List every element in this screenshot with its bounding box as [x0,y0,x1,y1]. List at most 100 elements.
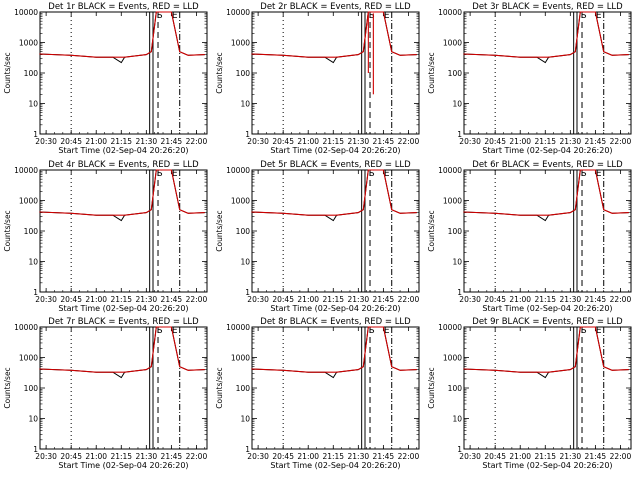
y-axis-label: Counts/sec [215,367,224,408]
marker-label-e: E [384,326,390,336]
chart-title: Det 7r BLACK = Events, RED = LLD [48,317,199,327]
x-tick-label: 20:45 [60,137,82,146]
x-tick-label: 21:00 [85,137,107,146]
chart-title: Det 4r BLACK = Events, RED = LLD [48,160,199,170]
x-tick-label: 21:00 [509,295,531,304]
y-axis-label: Counts/sec [427,367,436,408]
marker-label-s: S [369,326,375,336]
y-tick-label: 10000 [226,323,250,332]
series-lld-red [39,326,205,373]
x-tick-label: 20:30 [459,295,481,304]
plot-frame [39,326,208,450]
x-tick-label: 20:45 [484,137,506,146]
chart-title: Det 9r BLACK = Events, RED = LLD [472,317,623,327]
y-tick-label: 100 [236,69,251,78]
y-tick-label: 1 [33,288,38,297]
y-tick-label: 10 [240,415,250,424]
y-tick-label: 1000 [443,197,462,206]
y-tick-label: 100 [236,227,251,236]
marker-label-e: E [596,169,602,179]
x-tick-label: 21:45 [161,452,183,461]
x-tick-label: 22:00 [610,452,632,461]
x-axis-label: Start Time (02-Sep-04 20:26:20) [58,304,188,313]
x-tick-label: 21:30 [560,295,582,304]
plot-frame [463,326,632,450]
x-axis-label: Start Time (02-Sep-04 20:26:20) [482,461,612,470]
x-tick-label: 20:30 [35,137,57,146]
series-lld-red [463,11,629,58]
x-tick-label: 21:15 [534,295,556,304]
x-tick-label: 20:30 [459,452,481,461]
x-tick-label: 21:00 [297,137,319,146]
marker-label-s: S [157,326,163,336]
x-tick-label: 21:00 [297,452,319,461]
y-axis-label: Counts/sec [3,52,12,93]
x-tick-label: 22:00 [610,295,632,304]
plot-frame [463,11,632,135]
x-tick-label: 21:15 [322,295,344,304]
y-tick-label: 100 [236,384,251,393]
marker-label-s: S [581,169,587,179]
series-lld-red [251,326,417,373]
y-tick-label: 1000 [443,354,462,363]
series-lld-red [251,11,417,58]
x-tick-label: 21:00 [85,452,107,461]
x-tick-label: 21:00 [509,452,531,461]
y-tick-label: 10000 [14,8,38,17]
y-tick-label: 1000 [19,197,38,206]
marker-label-s: S [369,169,375,179]
y-tick-label: 10 [28,100,38,109]
chart-panel-5: Det 5r BLACK = Events, RED = LLD 1 10 100 10… [215,160,420,313]
y-tick-label: 10000 [438,323,462,332]
marker-label-e: E [172,326,178,336]
y-tick-label: 10 [240,258,250,267]
y-tick-label: 1000 [231,354,250,363]
x-tick-label: 21:45 [373,295,395,304]
y-tick-label: 1 [457,445,462,454]
x-tick-label: 21:30 [560,137,582,146]
plot-frame [39,169,208,293]
x-tick-label: 21:15 [322,452,344,461]
y-axis-label: Counts/sec [215,210,224,251]
x-axis-label: Start Time (02-Sep-04 20:26:20) [58,461,188,470]
y-tick-label: 10000 [226,166,250,175]
y-tick-label: 100 [24,384,39,393]
x-tick-label: 21:45 [585,452,607,461]
x-axis-label: Start Time (02-Sep-04 20:26:20) [270,304,400,313]
plot-frame [251,169,420,293]
x-tick-label: 21:45 [585,137,607,146]
y-tick-label: 1 [245,130,250,139]
marker-label-e: E [172,11,178,21]
y-tick-label: 1000 [231,197,250,206]
marker-label-s: S [369,11,375,21]
chart-panel-7: Det 7r BLACK = Events, RED = LLD 1 10 100 10… [3,317,208,470]
y-axis-label: Counts/sec [427,52,436,93]
series-lld-red [39,169,205,216]
y-tick-label: 1 [33,130,38,139]
x-tick-label: 21:30 [136,137,158,146]
x-tick-label: 21:45 [373,137,395,146]
x-tick-label: 20:45 [484,452,506,461]
y-tick-label: 10 [452,100,462,109]
y-tick-label: 10 [240,100,250,109]
x-tick-label: 20:30 [459,137,481,146]
x-tick-label: 21:45 [373,452,395,461]
y-axis-label: Counts/sec [427,210,436,251]
x-tick-label: 21:30 [136,452,158,461]
x-tick-label: 20:45 [272,137,294,146]
x-tick-label: 21:15 [110,295,132,304]
y-tick-label: 100 [448,384,463,393]
y-tick-label: 10000 [14,166,38,175]
plot-frame [251,326,420,450]
y-axis-label: Counts/sec [215,52,224,93]
marker-label-e: E [172,169,178,179]
y-tick-label: 1000 [19,39,38,48]
series-lld-red [39,11,205,58]
y-tick-label: 1000 [231,39,250,48]
x-axis-label: Start Time (02-Sep-04 20:26:20) [58,146,188,155]
chart-panel-4: Det 4r BLACK = Events, RED = LLD 1 10 100 10… [3,160,208,313]
chart-title: Det 5r BLACK = Events, RED = LLD [260,160,411,170]
x-tick-label: 20:30 [247,295,269,304]
y-tick-label: 100 [448,227,463,236]
